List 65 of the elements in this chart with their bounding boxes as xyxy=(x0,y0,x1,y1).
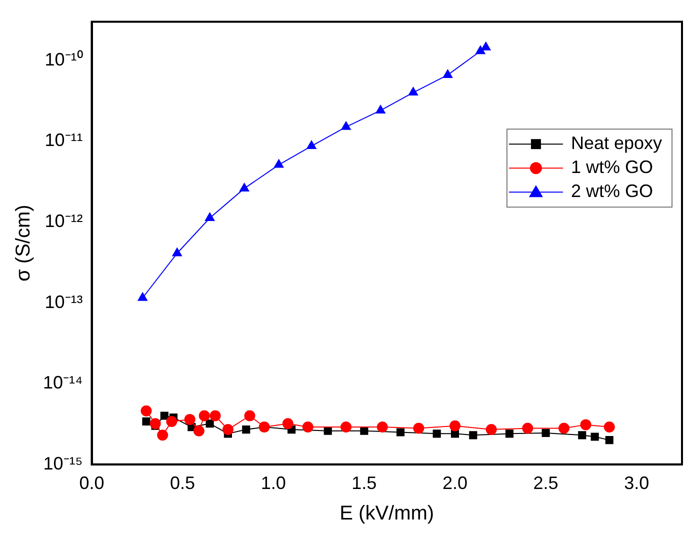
point xyxy=(172,248,182,256)
y-tick-label: 10⁻¹¹ xyxy=(44,130,83,150)
point xyxy=(522,422,534,434)
x-tick-label: 2.5 xyxy=(533,473,558,494)
point xyxy=(486,424,497,436)
point xyxy=(184,414,196,425)
point xyxy=(376,422,388,433)
y-tick-label: 10⁻¹³ xyxy=(44,292,83,312)
point xyxy=(160,412,168,420)
point xyxy=(505,430,514,438)
legend-label: Neat epoxy xyxy=(570,133,662,154)
point xyxy=(408,87,418,96)
point xyxy=(302,422,314,433)
y-tick-label: 10⁻¹⁴ xyxy=(43,372,83,393)
point xyxy=(306,140,316,150)
x-tick-label: 1.0 xyxy=(260,473,286,494)
x-tick-label: 0.0 xyxy=(79,473,104,494)
legend-label: 2 wt% GO xyxy=(570,181,653,202)
point xyxy=(590,432,599,441)
y-axis-title: σ (S/cm) xyxy=(12,204,35,282)
point xyxy=(340,422,352,433)
point xyxy=(396,428,405,436)
point xyxy=(274,159,284,168)
point xyxy=(204,212,215,221)
point xyxy=(210,410,221,422)
x-tick-label: 3.0 xyxy=(624,473,650,494)
point xyxy=(150,418,161,430)
point xyxy=(166,416,178,427)
x-tick-label: 1.5 xyxy=(352,473,377,494)
point xyxy=(605,436,614,444)
point xyxy=(239,182,250,192)
point xyxy=(242,426,250,434)
point xyxy=(432,430,441,438)
point xyxy=(476,46,486,54)
point xyxy=(244,410,256,422)
point xyxy=(578,431,586,440)
point xyxy=(558,422,570,434)
point xyxy=(193,425,204,436)
point xyxy=(442,69,453,78)
point xyxy=(140,405,152,416)
point xyxy=(413,422,424,434)
point xyxy=(324,426,332,435)
point xyxy=(580,419,592,430)
point xyxy=(222,424,234,436)
point xyxy=(604,422,615,433)
x-tick-label: 2.0 xyxy=(442,473,468,494)
y-tick-label: 10⁻¹⁰ xyxy=(44,49,83,70)
point xyxy=(142,417,150,426)
point xyxy=(157,430,168,441)
point xyxy=(449,420,460,432)
point xyxy=(138,292,148,301)
point xyxy=(206,420,214,428)
point xyxy=(282,418,294,430)
x-tick-label: 0.5 xyxy=(170,473,196,494)
point xyxy=(481,42,491,50)
point xyxy=(360,426,368,435)
point xyxy=(341,121,351,130)
point xyxy=(198,410,210,422)
y-tick-label: 10⁻¹⁵ xyxy=(43,453,83,474)
point xyxy=(376,104,386,114)
point xyxy=(469,431,478,440)
legend-label: 1 wt% GO xyxy=(570,157,653,178)
x-axis-title: E (kV/mm) xyxy=(340,502,434,525)
point xyxy=(542,428,550,437)
y-tick-label: 10⁻¹² xyxy=(44,210,83,231)
